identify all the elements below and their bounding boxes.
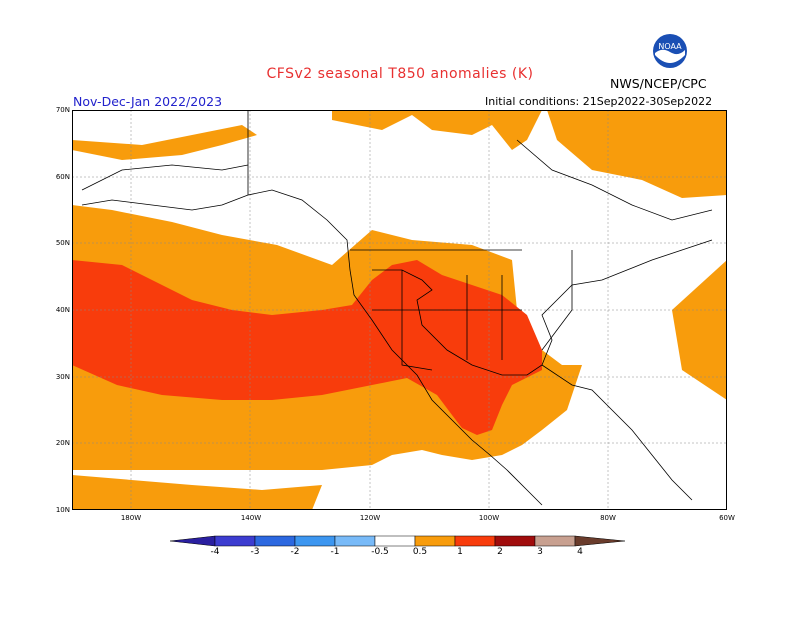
agency-label: NWS/NCEP/CPC [610, 76, 707, 91]
lon-label-180w: 180W [120, 514, 142, 522]
legend-label: 2 [497, 547, 503, 557]
legend-label: 3 [537, 547, 543, 557]
legend-swatch [534, 535, 576, 547]
legend-swatch [454, 535, 496, 547]
anomaly-region-1-2 [72, 260, 542, 435]
lat-label-50n: 50N [55, 239, 70, 247]
lat-label-10n: 10N [55, 506, 70, 514]
initial-conditions-label: Initial conditions: 21Sep2022-30Sep2022 [485, 95, 713, 108]
lon-label-60w: 60W [719, 514, 735, 522]
legend-label: -1 [330, 547, 340, 557]
lon-label-80w: 80W [600, 514, 616, 522]
legend-swatch [414, 535, 456, 547]
legend-swatch [334, 535, 376, 547]
lat-label-70n: 70N [55, 106, 70, 114]
legend-label: -4 [210, 547, 220, 557]
anomaly-map [72, 110, 727, 510]
legend-label: 1 [457, 547, 463, 557]
lat-label-60n: 60N [55, 173, 70, 181]
legend-swatch [494, 535, 536, 547]
lon-label-120w: 120W [359, 514, 381, 522]
legend-label: -0.5 [371, 547, 389, 557]
legend-swatch [294, 535, 336, 547]
legend-arrow-left [170, 535, 216, 547]
map-title: CFSv2 seasonal T850 anomalies (K) [266, 66, 534, 82]
lat-label-20n: 20N [55, 439, 70, 447]
legend-label: 0.5 [412, 547, 428, 557]
legend-swatch [214, 535, 256, 547]
lat-label-40n: 40N [55, 306, 70, 314]
legend-swatch [254, 535, 296, 547]
legend-label: 4 [577, 547, 583, 557]
lat-label-30n: 30N [55, 373, 70, 381]
legend-label: -3 [250, 547, 260, 557]
legend-label: -2 [290, 547, 300, 557]
lon-label-140w: 140W [240, 514, 262, 522]
color-legend [170, 535, 626, 547]
legend-swatch [374, 535, 416, 547]
noaa-logo-text: NOAA [658, 42, 682, 51]
season-label: Nov-Dec-Jan 2022/2023 [73, 94, 223, 109]
noaa-logo: NOAA [653, 34, 687, 68]
lon-label-100w: 100W [478, 514, 500, 522]
coastlines [81, 110, 713, 506]
legend-arrow-right [574, 535, 626, 547]
